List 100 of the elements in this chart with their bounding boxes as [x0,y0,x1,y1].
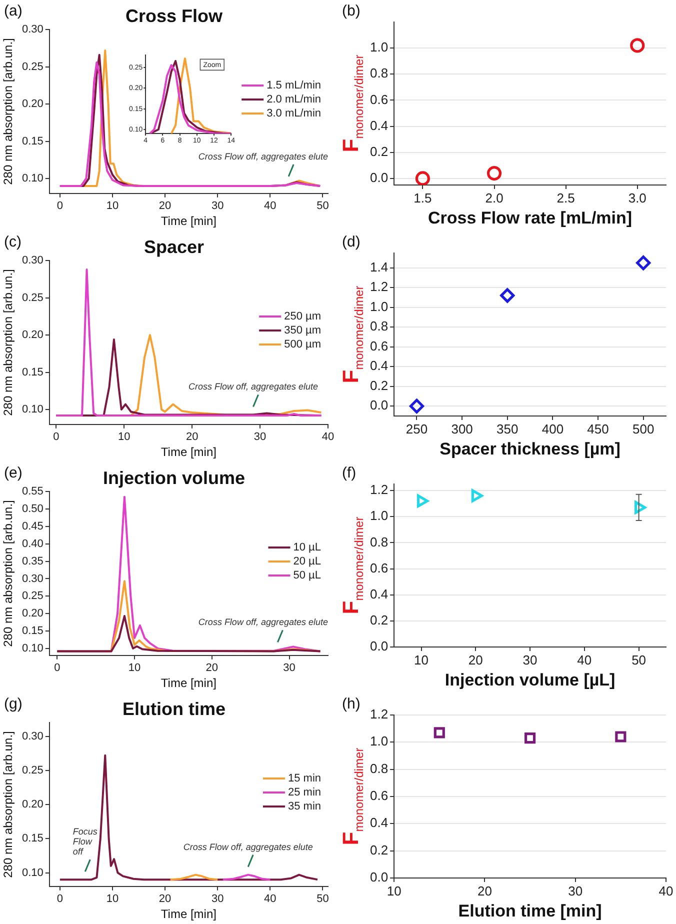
legend-label: 35 min [288,800,322,813]
y-tick-label: 0.10 [22,866,44,879]
x-tick-label: 30 [254,431,266,444]
y-tick-label: 1.0 [370,508,388,524]
text: (e) [4,464,22,482]
x-axis-title: Time [min] [160,445,216,460]
y-axis-title: 280 nm absorption [arb.un.] [1,500,15,647]
y-axis-title: Fmonomer/dimer [338,286,366,384]
y-tick-label: 0.6 [370,788,388,804]
x-tick-label: 50 [632,652,646,668]
y-tick-label: 0.25 [22,292,44,304]
x-axis-title: Time [min] [160,676,216,690]
y-tick-label: 0.15 [22,832,44,845]
y-tick-label: 1.0 [370,734,388,749]
point [630,38,645,53]
text: (f) [342,464,356,482]
x-tick-label: 20 [206,662,218,674]
y-tick-label: 0.20 [22,329,44,342]
y-tick-label: 1.0 [370,40,388,55]
y-tick-label: 0.8 [370,534,388,550]
x-tick-label: 0 [56,200,63,212]
legend-label: 2.0 mL/min [266,94,322,106]
y-tick-label: 1.0 [370,298,388,314]
y-tick-label: 0.2 [370,144,388,159]
x-tick-label: 500 [632,421,654,436]
y-axis-title: 280 nm absorption [arb.un.] [1,38,15,185]
chart-title: Elution time [122,698,226,719]
y-tick-label: 0.20 [22,98,44,110]
x-tick-label: 40 [322,431,334,444]
y-tick-label: 0.25 [22,590,44,602]
y-axis-title: Fmonomer/dimer [338,748,366,846]
y-tick-label: 0.6 [370,560,388,576]
y-tick-label: 0.8 [370,760,388,776]
x-tick-label: 40 [264,200,276,212]
y-tick-label: 0.25 [22,764,44,776]
y-tick-label: 0.10 [22,404,44,416]
x-tick-label: 2.5 [556,190,575,206]
y-tick-label: 0.8 [370,318,388,334]
y-tick-label: 1.2 [370,279,388,294]
y-tick-label: 0.0 [370,638,388,654]
point [500,288,515,303]
chart-title: Spacer [144,236,204,257]
x-tick-label: 3.0 [628,190,646,206]
x-tick-label: 20 [468,652,483,668]
x-axis-title: Spacer thickness [µm] [440,439,620,458]
y-tick-label: 0.6 [370,338,388,354]
y-tick-label: 0.30 [22,730,44,742]
y-tick-label: 0.45 [22,520,44,532]
x-tick-label: 10 [414,652,428,668]
text: (h) [342,696,360,713]
legend-label: 500 µm [284,338,322,351]
x-tick-label: 30 [211,893,224,906]
x-tick-label: 2.0 [485,190,504,206]
x-tick-label: 0 [53,431,60,444]
text: (a) [4,2,22,20]
annotation: Focus Flow off [72,826,98,857]
x-tick-label: 30 [522,652,538,668]
point [416,494,429,508]
annotation: Cross Flow off, aggregates elute [183,842,313,852]
y-tick-label: 0.20 [22,798,44,811]
legend-label: 15 min [288,772,322,785]
x-axis-title: Time [min] [160,907,216,922]
x-tick-label: 10 [386,883,402,898]
y-tick-label: 0.15 [22,366,44,378]
y-tick-label: 0.30 [22,24,44,36]
x-tick-label: 250 [406,421,428,436]
y-tick-label: 0.4 [370,118,388,133]
x-tick-label: 40 [658,883,674,898]
y-tick-label: 0.10 [22,642,44,654]
x-axis-title: Injection volume [µL] [444,670,616,690]
x-tick-label: 350 [496,421,518,436]
text: (b) [342,2,360,20]
y-tick-label: 0.2 [370,378,388,393]
x-tick-label: 20 [186,431,198,444]
y-axis-title: 280 nm absorption [arb.un.] [1,269,15,416]
x-tick-label: 50 [316,893,329,906]
y-tick-label: 0.2 [370,842,388,858]
x-tick-label: 450 [587,421,609,436]
x-tick-label: 10 [106,200,119,212]
y-axis-title: Fmonomer/dimer [338,54,366,152]
annotation: Cross Flow off, aggregates elute [198,617,328,628]
legend-label: 250 µm [284,310,322,323]
y-tick-label: 0.30 [22,254,44,267]
y-tick-label: 0.4 [370,815,388,830]
point [471,489,483,502]
x-axis-title: Elution time [min] [458,901,602,920]
legend-label: 25 min [288,786,322,799]
x-tick-label: 0 [54,662,60,674]
y-tick-label: 0.30 [22,572,44,585]
y-tick-label: 0.6 [370,92,388,107]
y-tick-label: 0.4 [370,358,388,374]
text: (d) [342,234,360,251]
text: (g) [4,696,22,713]
x-tick-label: 20 [158,893,172,906]
x-tick-label: 40 [264,893,276,906]
legend-label: 1.5 mL/min [266,80,322,92]
x-tick-label: 40 [577,652,592,668]
x-tick-label: 30 [211,200,224,212]
y-tick-label: 1.4 [370,259,388,274]
x-tick-label: 10 [118,431,130,444]
